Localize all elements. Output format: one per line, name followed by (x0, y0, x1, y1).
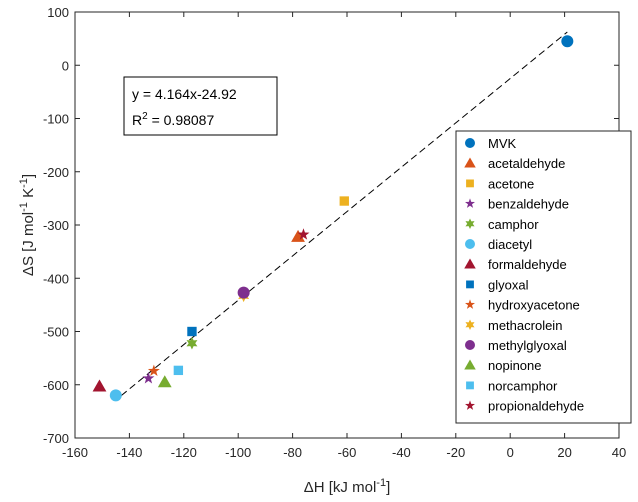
legend-label: diacetyl (488, 237, 532, 252)
legend-marker-formaldehyde (464, 258, 476, 269)
data-markers (92, 35, 574, 402)
marker-hydroxyacetone (147, 364, 160, 376)
y-tick-label: 0 (62, 58, 69, 73)
y-axis-ticks: -700 -600 -500 -400 -300 -200 -100 0 100 (43, 5, 619, 446)
x-tick-label: -120 (171, 445, 197, 460)
legend-label: nopinone (488, 358, 542, 373)
y-tick-label: -400 (43, 271, 69, 286)
legend-label: MVK (488, 136, 517, 151)
x-axis-ticks: -160 -140 -120 -100 -80 -60 -40 -20 0 20 40 (62, 12, 626, 460)
y-tick-label: -200 (43, 165, 69, 180)
marker-norcamphor (173, 365, 184, 376)
legend-label: acetaldehyde (488, 156, 565, 171)
legend-label: norcamphor (488, 378, 558, 393)
marker-acetaldehyde (291, 229, 305, 242)
marker-nopinone (157, 375, 172, 388)
legend-marker-nopinone (464, 359, 476, 370)
marker-methylglyoxal (237, 286, 250, 299)
x-tick-label: 0 (507, 445, 514, 460)
legend-label: hydroxyacetone (488, 298, 580, 313)
legend-marker-norcamphor (466, 381, 474, 390)
x-tick-label: -80 (283, 445, 302, 460)
x-tick-label: -160 (62, 445, 88, 460)
x-tick-label: 40 (612, 445, 626, 460)
y-tick-label: -100 (43, 112, 69, 127)
r-squared: R2 = 0.98087 (132, 111, 214, 128)
x-tick-label: -100 (225, 445, 251, 460)
legend-label: acetone (488, 176, 534, 191)
y-tick-label: -600 (43, 378, 69, 393)
regression-line (120, 31, 568, 396)
legend-label: camphor (488, 217, 539, 232)
x-tick-label: -40 (392, 445, 411, 460)
legend: MVK acetaldehyde acetone benzaldehyde campho… (455, 130, 632, 424)
legend-marker-glyoxal (466, 280, 474, 289)
legend-marker-benzaldehyde (465, 198, 475, 208)
legend-label: methacrolein (488, 318, 562, 333)
legend-marker-propionaldehyde (465, 400, 475, 410)
y-tick-label: -300 (43, 218, 69, 233)
x-tick-label: -140 (116, 445, 142, 460)
marker-formaldehyde (92, 379, 107, 392)
legend-marker-MVK (465, 138, 475, 148)
legend-marker-methylglyoxal (465, 340, 475, 350)
marker-glyoxal (187, 326, 197, 337)
marker-acetone (339, 196, 349, 206)
y-axis-label: ΔS [J mol-1 K-1] (18, 174, 37, 276)
marker-MVK (561, 35, 574, 48)
legend-marker-acetaldehyde (464, 157, 476, 168)
legend-marker-acetone (466, 179, 474, 188)
x-axis-label: ΔH [kJ mol-1] (304, 477, 390, 496)
legend-marker-hydroxyacetone (465, 299, 475, 309)
y-tick-label: 100 (47, 5, 69, 20)
legend-label: glyoxal (488, 277, 529, 292)
marker-propionaldehyde (297, 228, 310, 240)
marker-diacetyl (109, 389, 122, 402)
x-tick-label: -60 (338, 445, 357, 460)
legend-marker-camphor (465, 218, 475, 230)
legend-label: benzaldehyde (488, 197, 569, 212)
legend-label: methylglyoxal (488, 338, 567, 353)
x-tick-label: -20 (446, 445, 465, 460)
x-tick-label: 20 (557, 445, 571, 460)
marker-camphor (186, 336, 198, 350)
y-tick-label: -500 (43, 325, 69, 340)
legend-marker-diacetyl (465, 239, 475, 249)
y-tick-label: -700 (43, 431, 69, 446)
legend-label: formaldehyde (488, 257, 567, 272)
marker-benzaldehyde (142, 372, 155, 384)
legend-marker-methacrolein (465, 319, 475, 331)
fit-equation: y = 4.164x-24.92 (132, 86, 237, 102)
legend-label: propionaldehyde (488, 399, 584, 414)
annotation-box: y = 4.164x-24.92 R2 = 0.98087 (123, 76, 278, 136)
